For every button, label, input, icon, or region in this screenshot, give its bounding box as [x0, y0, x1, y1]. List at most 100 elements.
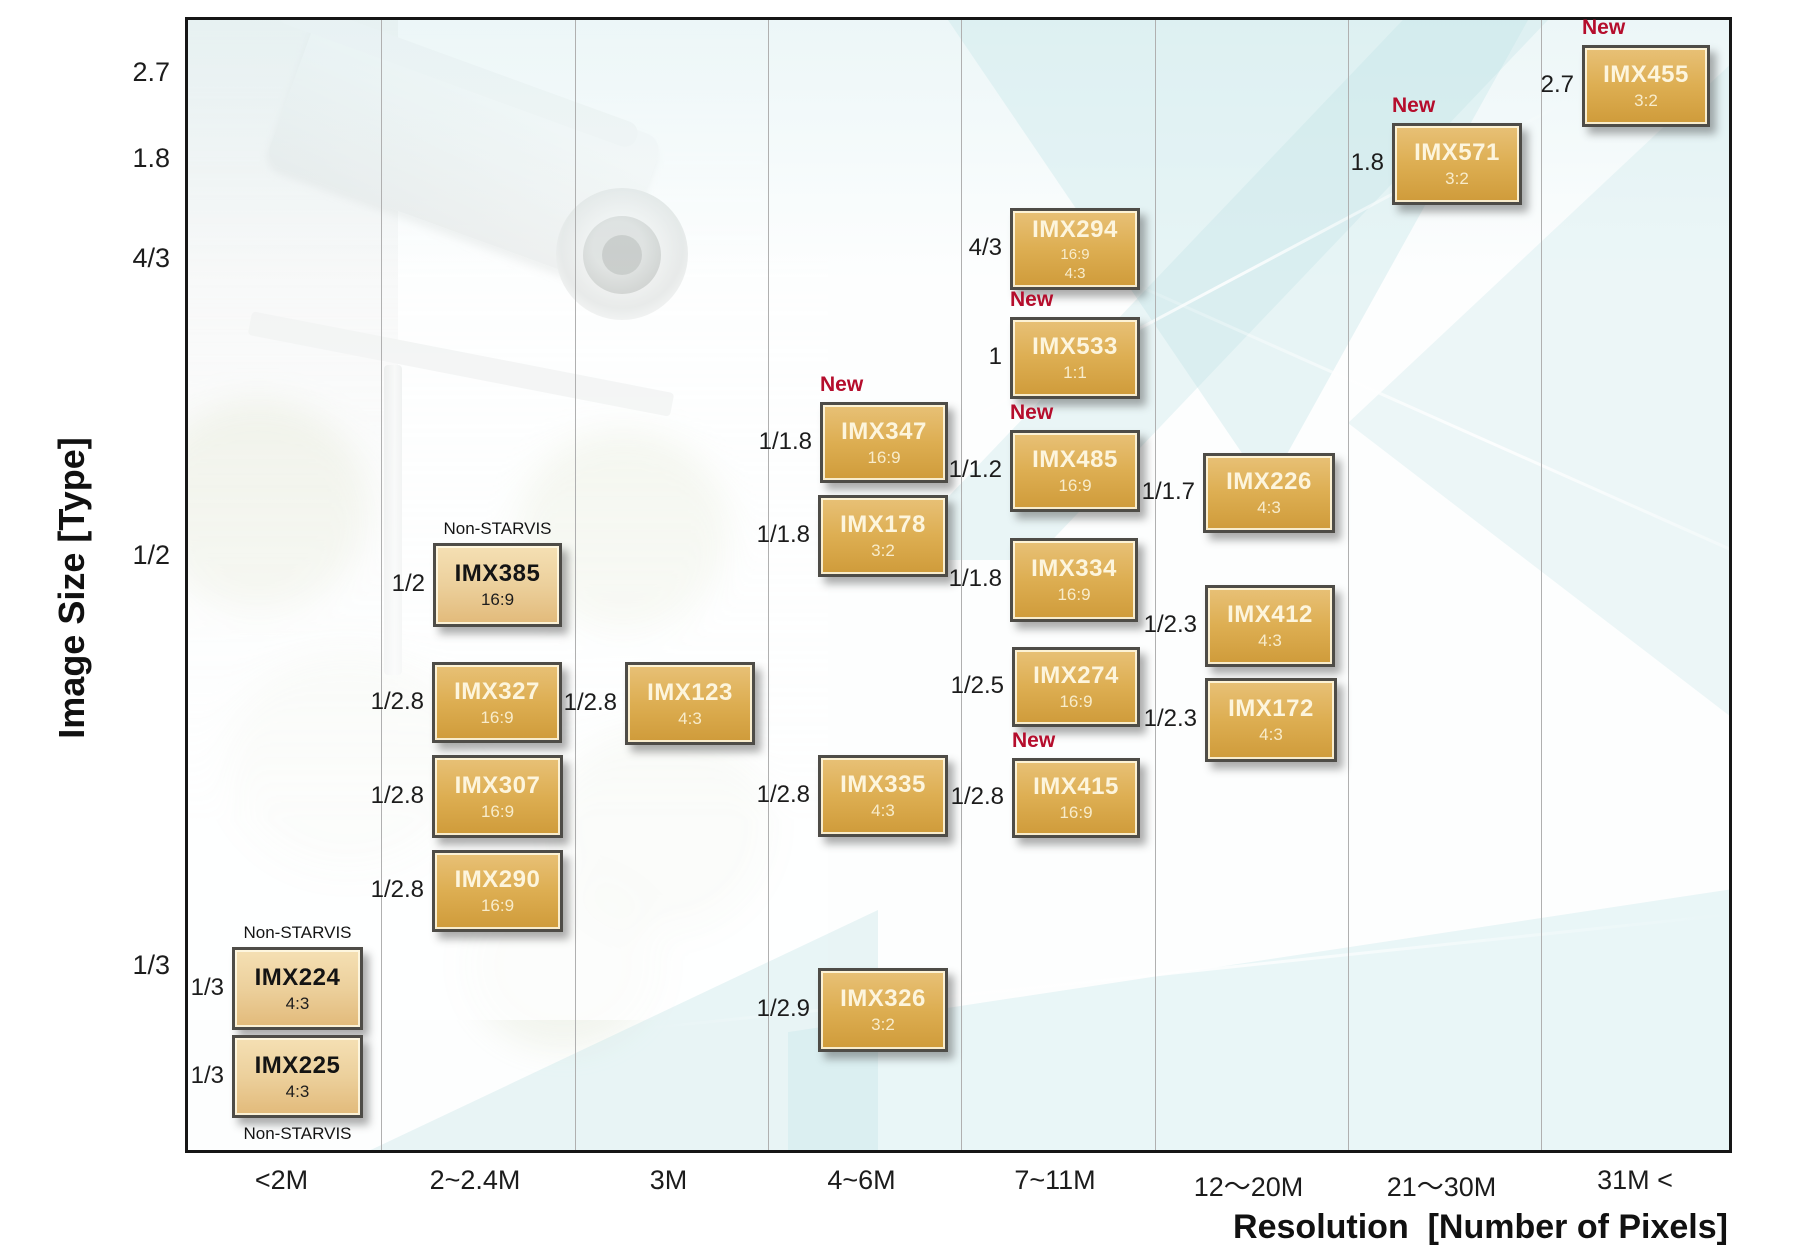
non-starvis-label: Non-STARVIS: [443, 519, 552, 538]
sensor-name: IMX334: [1031, 555, 1117, 583]
gridline: [1541, 20, 1542, 1150]
sensor-name: IMX226: [1226, 468, 1312, 496]
sensor-name: IMX294: [1032, 215, 1118, 243]
sensor-size-type: 1/2.8: [370, 687, 424, 715]
sensor-name: IMX224: [254, 963, 341, 991]
sensor-aspect-ratio: 16:9: [480, 590, 515, 610]
sensor-name: IMX225: [254, 1051, 341, 1079]
x-tick-label: 12〜20M: [1193, 1172, 1304, 1202]
new-badge: New: [1392, 94, 1436, 117]
x-axis-title: Resolution [Number of Pixels]: [1233, 1208, 1728, 1246]
x-tick-label: 4~6M: [827, 1165, 896, 1195]
sensor-size-type: 1/2.3: [1143, 705, 1197, 732]
y-tick-label: 4/3: [132, 243, 170, 273]
sensor-box-imx178: IMX178 3:2: [818, 495, 948, 577]
sensor-aspect-ratio: 4:3: [1257, 498, 1281, 518]
sensor-aspect-ratio: 4:3: [1064, 265, 1086, 282]
sensor-aspect-ratio: 4:3: [1259, 725, 1283, 745]
sensor-size-type: 1/2.5: [950, 672, 1004, 699]
sensor-size-type: 1/2.8: [370, 781, 424, 809]
sensor-size-type: 1/1.7: [1141, 478, 1195, 505]
sensor-box-imx172: IMX172 4:3: [1205, 678, 1337, 762]
sensor-aspect-ratio: 1:1: [1063, 363, 1087, 383]
sensor-name: IMX385: [454, 560, 541, 588]
new-badge: New: [1582, 16, 1626, 39]
sensor-aspect-ratio: 16:9: [1060, 245, 1090, 263]
sensor-aspect-ratio: 4:3: [285, 993, 310, 1013]
sensor-aspect-ratio: 16:9: [1058, 476, 1092, 496]
sensor-aspect-ratio: 4:3: [678, 708, 702, 728]
sensor-aspect-ratio: 3:2: [1445, 169, 1469, 189]
sensor-size-type: 1/2.3: [1143, 611, 1197, 638]
sensor-aspect-ratio: 3:2: [1634, 91, 1658, 111]
gridline: [1155, 20, 1156, 1150]
sensor-name: IMX455: [1603, 61, 1689, 89]
sensor-name: IMX178: [840, 511, 926, 539]
y-tick-label: 1.8: [132, 143, 170, 173]
tree-foliage: [188, 400, 368, 610]
sensor-size-type: 1/3: [190, 973, 224, 1001]
x-tick-label: 21〜30M: [1386, 1172, 1497, 1202]
sensor-box-imx123: IMX123 4:3: [625, 662, 755, 745]
sensor-aspect-ratio: 4:3: [285, 1081, 310, 1101]
sensor-aspect-ratio: 4:3: [871, 801, 895, 821]
sensor-box-imx225: IMX225 4:3: [232, 1035, 363, 1118]
gridline: [575, 20, 576, 1150]
sensor-box-imx290: IMX290 16:9: [432, 850, 563, 932]
sensor-size-type: 1/2.9: [756, 995, 810, 1022]
sensor-size-type: 1/1.8: [756, 521, 810, 548]
x-tick-label: 2~2.4M: [429, 1165, 521, 1195]
gridline: [381, 20, 382, 1150]
sensor-name: IMX347: [841, 417, 927, 445]
sensor-box-imx347: IMX347 16:9: [820, 402, 948, 483]
y-tick-label: 1/3: [132, 950, 170, 980]
x-tick-label: 7~11M: [1014, 1165, 1096, 1195]
sensor-box-imx485: IMX485 16:9: [1010, 430, 1140, 512]
sensor-name: IMX274: [1033, 662, 1119, 690]
sensor-name: IMX326: [840, 985, 926, 1013]
sensor-size-type: 1/2: [391, 570, 425, 597]
sensor-box-imx307: IMX307 16:9: [432, 755, 563, 838]
sensor-box-imx335: IMX335 4:3: [818, 755, 948, 837]
sensor-size-type: 1/2.8: [563, 688, 617, 716]
sensor-box-imx274: IMX274 16:9: [1012, 647, 1140, 727]
new-badge: New: [820, 373, 864, 396]
sensor-name: IMX533: [1032, 333, 1118, 361]
sensor-box-imx334: IMX334 16:9: [1010, 538, 1138, 622]
tree-foliage: [558, 720, 768, 930]
sensor-name: IMX415: [1033, 773, 1119, 801]
non-starvis-label: Non-STARVIS: [243, 1124, 352, 1143]
sensor-name: IMX571: [1414, 139, 1500, 167]
sensor-size-type: 1/1.8: [758, 427, 812, 455]
sensor-box-imx327: IMX327 16:9: [432, 662, 562, 743]
y-tick-label: 2.7: [132, 57, 170, 87]
sensor-aspect-ratio: 3:2: [871, 541, 895, 561]
new-badge: New: [1012, 729, 1056, 752]
sensor-box-imx294: IMX294 16:9 4:3: [1010, 208, 1140, 290]
sensor-aspect-ratio: 4:3: [1258, 631, 1282, 651]
gridline: [1348, 20, 1349, 1150]
sensor-aspect-ratio: 16:9: [1059, 803, 1093, 823]
sensor-box-imx226: IMX226 4:3: [1203, 453, 1335, 533]
sensor-box-imx571: IMX571 3:2: [1392, 123, 1522, 205]
sensor-aspect-ratio: 16:9: [1059, 692, 1093, 712]
sensor-size-type: 1.8: [1350, 149, 1384, 176]
sensor-size-type: 2.7: [1540, 71, 1574, 98]
sensor-aspect-ratio: 16:9: [867, 447, 901, 467]
sensor-size-type: 4/3: [968, 234, 1002, 261]
sensor-box-imx533: IMX533 1:1: [1010, 317, 1140, 399]
sensor-box-imx326: IMX326 3:2: [818, 968, 948, 1052]
sensor-aspect-ratio: 16:9: [480, 801, 515, 821]
sensor-size-type: 1/1.2: [948, 456, 1002, 483]
sensor-box-imx224: IMX224 4:3: [232, 947, 363, 1030]
sensor-size-type: 1: [988, 343, 1002, 370]
y-axis-title: Image Size [Type]: [51, 437, 92, 739]
x-tick-label: 31M <: [1597, 1165, 1673, 1195]
sensor-size-type: 1/2.8: [370, 876, 424, 903]
gridline: [961, 20, 962, 1150]
sensor-name: IMX307: [454, 771, 541, 799]
sensor-size-type: 1/2.8: [950, 783, 1004, 810]
sensor-name: IMX327: [454, 677, 540, 705]
sensor-name: IMX290: [454, 866, 541, 894]
